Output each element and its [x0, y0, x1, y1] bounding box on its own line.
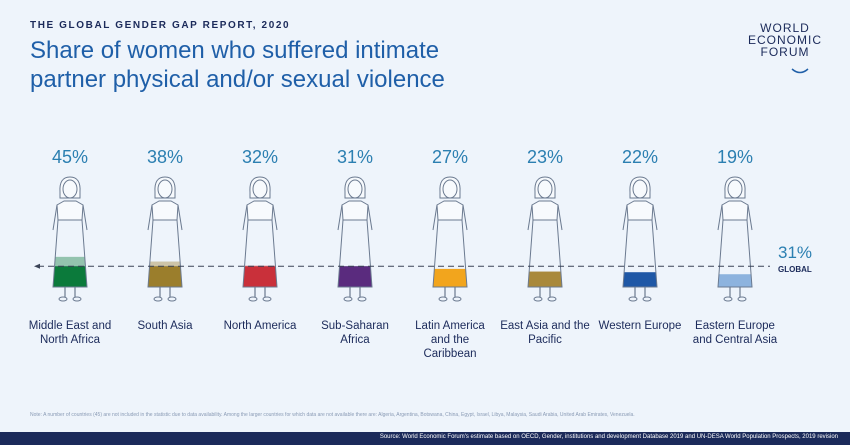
- arm: [717, 204, 723, 231]
- skirt-fill-below-global: [528, 271, 562, 287]
- value-label: 22%: [621, 147, 659, 167]
- head: [252, 179, 268, 199]
- category-label: Latin America and the Caribbean: [415, 320, 485, 360]
- torso: [151, 200, 179, 221]
- arm: [462, 204, 468, 231]
- arm: [147, 204, 153, 231]
- logo-line: WORLD: [760, 21, 810, 35]
- figure: [432, 176, 468, 302]
- category-label: Western Europe: [598, 320, 682, 332]
- note: Note: A number of countries (45) are not…: [30, 412, 635, 418]
- foot: [357, 296, 367, 302]
- arm: [177, 204, 183, 231]
- category-label: North America: [223, 320, 297, 332]
- arm: [82, 204, 88, 231]
- arm: [272, 204, 278, 231]
- global-arrow: [34, 263, 40, 269]
- foot: [723, 296, 733, 302]
- logo-line: FORUM: [760, 45, 810, 59]
- value-label: 45%: [51, 147, 89, 167]
- figure: [52, 176, 88, 302]
- logo-arc: [791, 68, 809, 74]
- figure: [242, 176, 278, 302]
- head: [632, 179, 648, 199]
- arm: [557, 204, 563, 231]
- foot: [533, 296, 543, 302]
- figure: [622, 176, 658, 302]
- value-label: 38%: [146, 147, 184, 167]
- skirt-fill-below-global: [718, 274, 752, 287]
- arm: [367, 204, 373, 231]
- arm: [652, 204, 658, 231]
- foot: [547, 296, 557, 302]
- arm: [622, 204, 628, 231]
- head: [62, 179, 78, 199]
- figure: [527, 176, 563, 302]
- head: [727, 179, 743, 199]
- value-label: 31%: [336, 147, 374, 167]
- value-label: 23%: [526, 147, 564, 167]
- skirt-fill-below-global: [433, 268, 467, 287]
- foot: [438, 296, 448, 302]
- torso: [341, 200, 369, 221]
- head: [442, 179, 458, 199]
- arm: [432, 204, 438, 231]
- skirt-fill-below-global: [623, 272, 657, 287]
- header: THE GLOBAL GENDER GAP REPORT, 2020: [30, 20, 291, 31]
- torso: [56, 200, 84, 221]
- torso: [246, 200, 274, 221]
- foot: [58, 296, 68, 302]
- source: Source: World Economic Forum's estimate …: [379, 434, 838, 440]
- value-label: 19%: [716, 147, 754, 167]
- figure: [147, 176, 183, 302]
- category-label: South Asia: [137, 320, 193, 332]
- torso: [436, 200, 464, 221]
- skirt-fill-below-global: [53, 266, 87, 287]
- head: [347, 179, 363, 199]
- foot: [452, 296, 462, 302]
- category-label: Eastern Europe and Central Asia: [692, 320, 778, 346]
- global-value: 31%: [778, 243, 813, 262]
- foot: [642, 296, 652, 302]
- torso: [721, 200, 749, 221]
- skirt-fill-below-global: [338, 266, 372, 287]
- chart-title: Share of women who suffered intimate par…: [30, 37, 445, 93]
- torso: [531, 200, 559, 221]
- arm: [747, 204, 753, 231]
- arm: [52, 204, 58, 231]
- skirt-fill-below-global: [148, 266, 182, 287]
- global-label: GLOBAL: [778, 265, 812, 274]
- head: [537, 179, 553, 199]
- category-label: Middle East and North Africa: [28, 320, 112, 346]
- logo: WORLD ECONOMIC FORUM: [748, 22, 822, 58]
- foot: [737, 296, 747, 302]
- value-label: 27%: [431, 147, 469, 167]
- foot: [72, 296, 82, 302]
- value-label: 32%: [241, 147, 279, 167]
- skirt-fill-below-global: [243, 266, 277, 287]
- foot: [262, 296, 272, 302]
- foot: [248, 296, 258, 302]
- source-bar: [0, 432, 850, 445]
- arm: [527, 204, 533, 231]
- figure: [337, 176, 373, 302]
- category-label: Sub-Saharan Africa: [321, 320, 389, 346]
- arm: [242, 204, 248, 231]
- foot: [167, 296, 177, 302]
- category-label: East Asia and the Pacific: [500, 320, 590, 346]
- arm: [337, 204, 343, 231]
- foot: [343, 296, 353, 302]
- head: [157, 179, 173, 199]
- logo-line: ECONOMIC: [748, 33, 822, 47]
- torso: [626, 200, 654, 221]
- foot: [628, 296, 638, 302]
- foot: [153, 296, 163, 302]
- figure: [717, 176, 753, 302]
